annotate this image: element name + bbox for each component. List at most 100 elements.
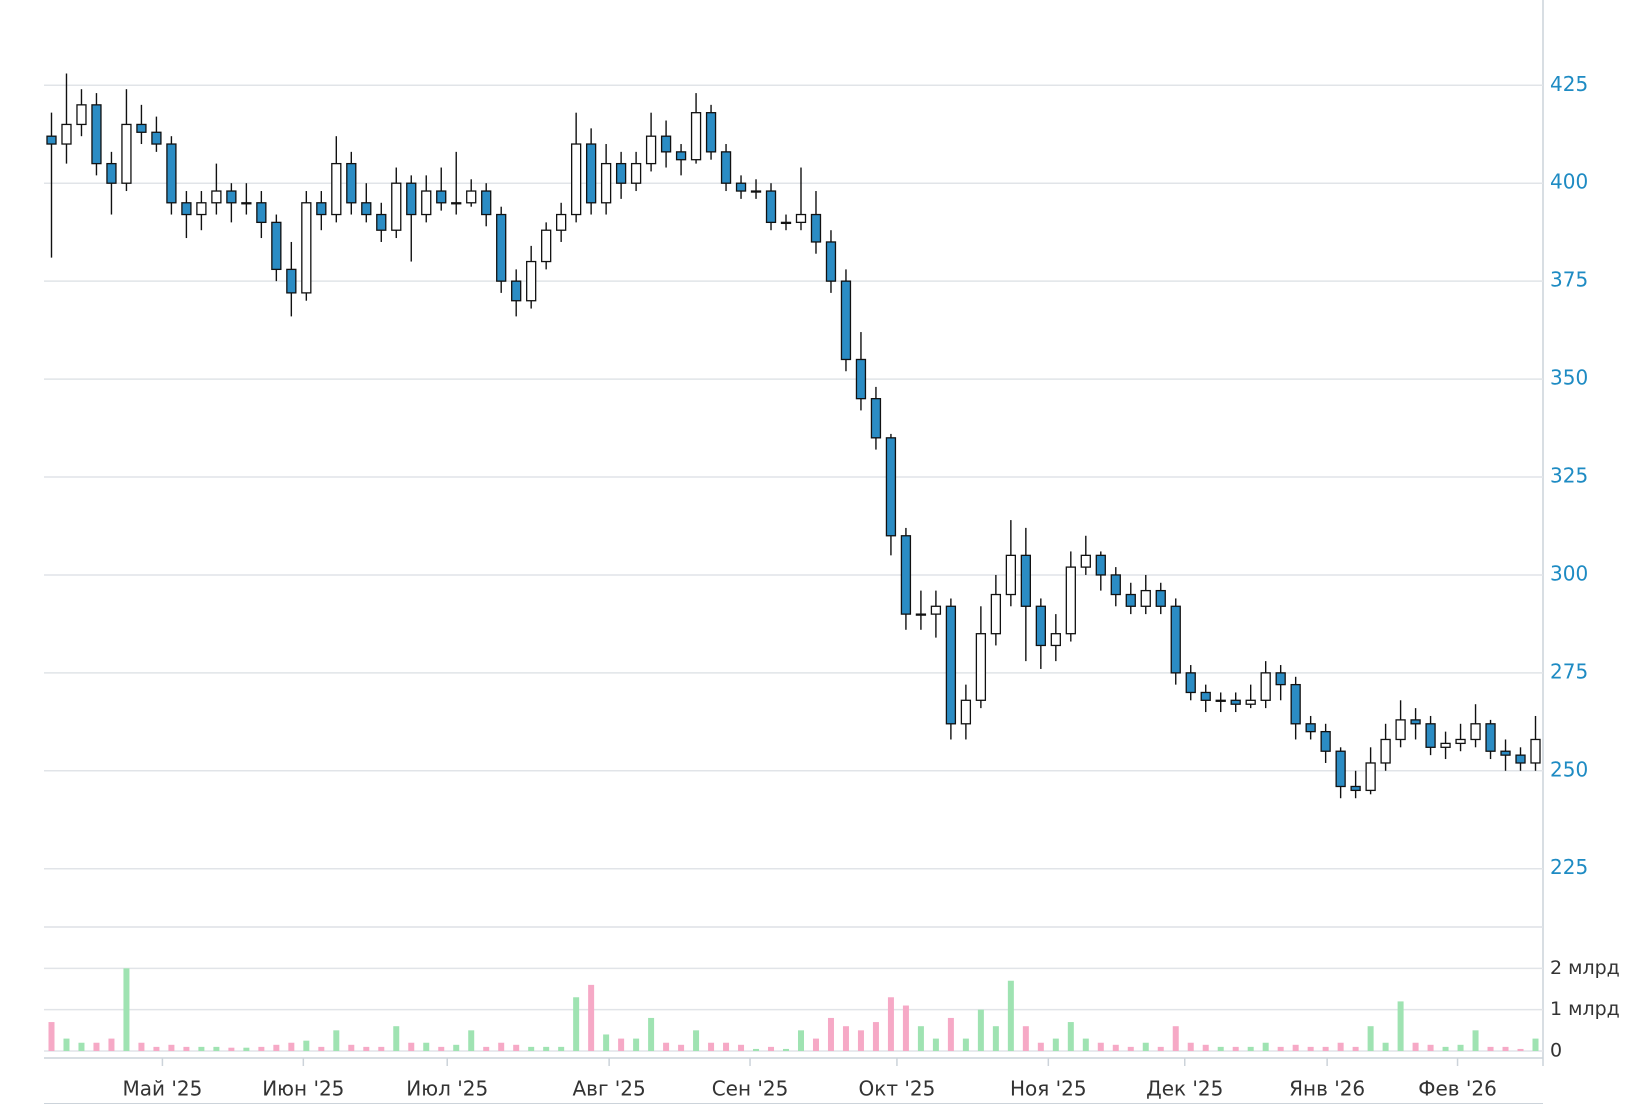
volume-bar: [123, 968, 130, 1051]
volume-bar: [258, 1046, 265, 1051]
candle-body: [1050, 633, 1061, 647]
candle-body: [1005, 554, 1017, 596]
volume-bar: [1517, 1048, 1524, 1051]
volume-bar: [1427, 1044, 1434, 1051]
candle-body: [1170, 605, 1181, 674]
volume-bar: [1247, 1046, 1254, 1051]
candle-body: [915, 613, 927, 616]
volume-bar: [1532, 1038, 1539, 1051]
volume-bar: [1052, 1038, 1059, 1051]
volume-bar: [753, 1048, 760, 1051]
candle-body: [675, 151, 687, 161]
candle-body: [1365, 762, 1376, 792]
volume-bar: [483, 1046, 490, 1051]
candle-body: [720, 151, 732, 184]
candle-body: [570, 143, 582, 216]
volume-bar: [902, 1005, 909, 1051]
volume-bar: [1487, 1046, 1494, 1051]
y-tick-label: 375: [1550, 268, 1588, 292]
candle-body: [1335, 750, 1346, 788]
x-tick-label: Ноя '25: [1010, 1077, 1087, 1101]
y-tick-label: 325: [1550, 464, 1588, 488]
candle-body: [196, 202, 207, 216]
volume-bar: [738, 1044, 745, 1051]
volume-bar: [1097, 1042, 1104, 1051]
x-tick-label: Сен '25: [712, 1077, 789, 1101]
candle-body: [1530, 738, 1541, 764]
volume-bar: [213, 1046, 220, 1051]
volume-bar: [857, 1030, 864, 1051]
candle-body: [930, 605, 942, 615]
candle-body: [46, 135, 57, 145]
candle-body: [91, 104, 102, 165]
volume-bar: [1457, 1044, 1464, 1051]
candle-body: [496, 213, 507, 282]
candle-body: [436, 190, 447, 204]
y-tick-label: 400: [1550, 170, 1588, 194]
candle-body: [421, 190, 432, 216]
volume-bar: [1277, 1046, 1284, 1051]
volume-bar: [438, 1046, 445, 1051]
volume-bar: [1322, 1046, 1329, 1051]
volume-bar: [1352, 1046, 1359, 1051]
candle-body: [1305, 723, 1316, 733]
volume-bar: [1127, 1046, 1134, 1051]
candle-body: [1035, 605, 1046, 647]
candle-body: [1275, 672, 1286, 686]
candle-body: [241, 202, 252, 205]
candle-body: [1155, 589, 1166, 607]
volume-bar: [812, 1038, 819, 1051]
candle-body: [690, 112, 702, 161]
volume-bar: [1307, 1046, 1314, 1051]
volume-bar: [108, 1038, 115, 1051]
candle-body: [1440, 742, 1451, 748]
candle-body: [391, 182, 402, 231]
volume-bar: [992, 1026, 999, 1051]
candle-body: [825, 241, 837, 282]
candle-body: [750, 190, 762, 193]
y-tick-label: 225: [1550, 855, 1588, 879]
volume-bar: [1202, 1044, 1209, 1051]
candle-body: [735, 182, 747, 192]
x-tick-label: Июл '25: [406, 1077, 488, 1101]
y2-tick-label: 0: [1550, 1040, 1562, 1062]
x-tick-label: Июн '25: [262, 1077, 344, 1101]
volume-bar: [1067, 1022, 1074, 1051]
candle-body: [406, 182, 417, 216]
candle-body: [481, 190, 492, 216]
candle-body: [1410, 719, 1421, 725]
volume-bar: [423, 1042, 430, 1051]
candle-body: [556, 213, 567, 231]
x-tick-label: Окт '25: [859, 1077, 936, 1101]
candle-body: [1395, 719, 1406, 741]
volume-bar: [273, 1044, 280, 1051]
volume-bar: [947, 1017, 954, 1051]
volume-bar: [783, 1048, 790, 1051]
candle-body: [855, 358, 867, 400]
candle-body: [1110, 574, 1121, 596]
candle-body: [226, 190, 237, 204]
candle-body: [316, 202, 327, 216]
volume-bar: [153, 1046, 160, 1051]
x-tick-label: Дек '25: [1146, 1077, 1223, 1101]
volume-bar: [228, 1047, 235, 1051]
candle-body: [121, 123, 132, 184]
volume-bar: [1082, 1038, 1089, 1051]
volume-bar: [588, 984, 595, 1051]
candle-body: [840, 280, 852, 361]
candle-body: [1080, 554, 1091, 568]
volume-bar: [827, 1017, 834, 1051]
volume-bar: [378, 1046, 385, 1051]
x-tick-label: Янв '26: [1289, 1077, 1365, 1101]
candle-body: [1260, 672, 1271, 701]
volume-bar: [1397, 1001, 1404, 1051]
candle-body: [1425, 723, 1436, 748]
candle-body: [1245, 699, 1256, 705]
candle-body: [885, 437, 897, 537]
volume-bar: [1292, 1044, 1299, 1051]
candle-body: [286, 268, 297, 294]
candle-body: [1065, 566, 1076, 635]
volume-bar: [198, 1046, 205, 1051]
candle-body: [1185, 672, 1196, 694]
volume-bar: [708, 1042, 715, 1051]
